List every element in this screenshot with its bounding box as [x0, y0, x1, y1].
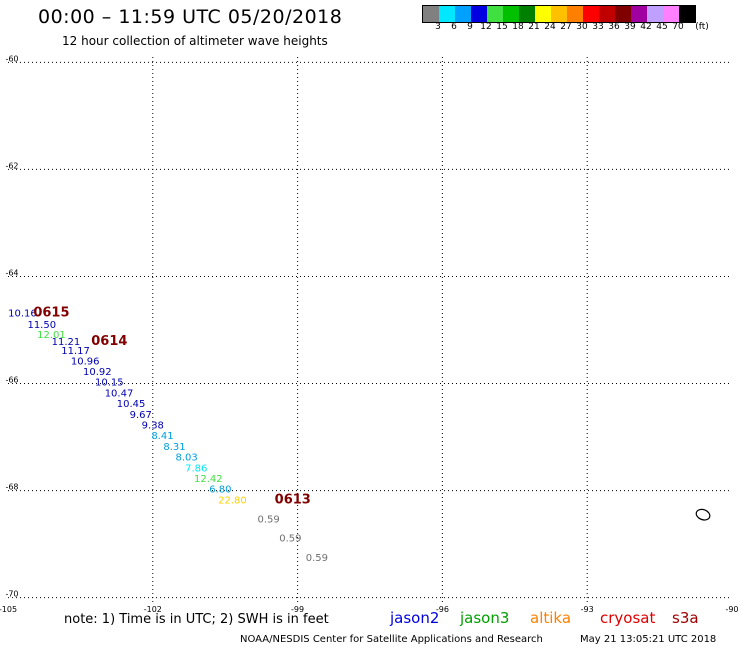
wave-height-value: 11.17 — [61, 346, 90, 357]
footer-credit: NOAA/NESDIS Center for Satellite Applica… — [240, 634, 543, 645]
legend-label: 30 — [576, 22, 588, 32]
legend-swatch — [535, 6, 551, 22]
wave-height-value: 9.38 — [142, 420, 164, 431]
longitude-tick-label: -105 — [0, 605, 17, 614]
legend-label: 3 — [435, 22, 441, 32]
wave-height-value: 0.59 — [279, 533, 301, 544]
legend-label: 6 — [451, 22, 457, 32]
footer-note: note: 1) Time is in UTC; 2) SWH is in fe… — [64, 612, 329, 627]
wave-height-value: 0.59 — [306, 553, 328, 564]
legend-swatch — [551, 6, 567, 22]
legend-label: 9 — [467, 22, 473, 32]
wave-height-value: 6.80 — [209, 485, 231, 496]
longitude-tick-label: -99 — [291, 605, 304, 614]
longitude-tick-label: -93 — [581, 605, 594, 614]
chart-title: 00:00 – 11:59 UTC 05/20/2018 — [38, 6, 343, 28]
island-outline — [695, 508, 711, 521]
wave-height-value: 8.41 — [151, 431, 173, 442]
color-legend — [422, 5, 696, 23]
wave-height-value: 8.03 — [175, 453, 197, 464]
wave-height-value: 12.01 — [37, 330, 66, 341]
satellite-cryosat: cryosat — [600, 609, 656, 627]
legend-swatch — [423, 6, 439, 22]
legend-label: 15 — [496, 22, 508, 32]
wave-height-value: 11.21 — [52, 337, 81, 348]
legend-label: 24 — [544, 22, 556, 32]
legend-label: 36 — [608, 22, 620, 32]
latitude-tick-label: -66 — [5, 376, 18, 385]
longitude-tick-label: -90 — [725, 605, 738, 614]
satellite-altika: altika — [530, 609, 572, 627]
legend-label: 39 — [624, 22, 636, 32]
pass-time-label: 0614 — [91, 334, 127, 349]
legend-label: 45 — [656, 22, 668, 32]
wave-height-value: 10.96 — [71, 356, 100, 367]
legend-label: 18 — [512, 22, 524, 32]
legend-swatch — [599, 6, 615, 22]
footer-timestamp: May 21 13:05:21 UTC 2018 — [580, 634, 717, 645]
longitude-tick-label: -102 — [144, 605, 162, 614]
latitude-tick-label: -62 — [5, 161, 18, 170]
latitude-tick-label: -70 — [5, 590, 18, 599]
legend-label: 70 — [672, 22, 684, 32]
wave-height-value: 10.45 — [117, 399, 146, 410]
satellite-jason3: jason3 — [460, 609, 510, 627]
legend-swatch — [487, 6, 503, 22]
wave-height-value: 8.31 — [163, 442, 185, 453]
latitude-tick-label: -60 — [5, 54, 18, 63]
legend-swatch — [439, 6, 455, 22]
longitude-tick-label: -96 — [436, 605, 449, 614]
legend-label: 33 — [592, 22, 604, 32]
legend-label: 21 — [528, 22, 540, 32]
wave-height-value: 10.16 — [8, 309, 37, 320]
wave-height-value: 10.92 — [83, 367, 112, 378]
wave-height-value: 7.86 — [185, 463, 207, 474]
legend-swatch — [503, 6, 519, 22]
wave-height-value: 0.59 — [258, 515, 280, 526]
legend-swatch — [583, 6, 599, 22]
legend-label: 42 — [640, 22, 652, 32]
wave-height-value: 22.80 — [218, 495, 247, 506]
legend-swatch — [647, 6, 663, 22]
legend-swatch — [615, 6, 631, 22]
chart-subtitle: 12 hour collection of altimeter wave hei… — [62, 34, 328, 48]
legend-swatch — [663, 6, 679, 22]
legend-swatch — [679, 6, 695, 22]
wave-height-value: 9.67 — [130, 410, 152, 421]
wave-height-value: 11.50 — [27, 320, 56, 331]
wave-height-value: 10.47 — [105, 388, 134, 399]
latitude-tick-label: -68 — [5, 483, 18, 492]
satellite-jason2: jason2 — [390, 609, 440, 627]
legend-swatch — [567, 6, 583, 22]
wave-height-value: 10.15 — [95, 378, 124, 389]
satellite-s3a: s3a — [672, 609, 699, 627]
legend-swatch — [519, 6, 535, 22]
legend-label: 27 — [560, 22, 572, 32]
pass-time-label: 0615 — [33, 306, 69, 321]
legend-swatch — [631, 6, 647, 22]
legend-unit: (ft) — [695, 22, 709, 32]
legend-swatch — [471, 6, 487, 22]
pass-time-label: 0613 — [275, 492, 311, 507]
legend-swatch — [455, 6, 471, 22]
wave-height-value: 12.42 — [194, 474, 223, 485]
legend-label: 12 — [480, 22, 492, 32]
latitude-tick-label: -64 — [5, 268, 18, 277]
